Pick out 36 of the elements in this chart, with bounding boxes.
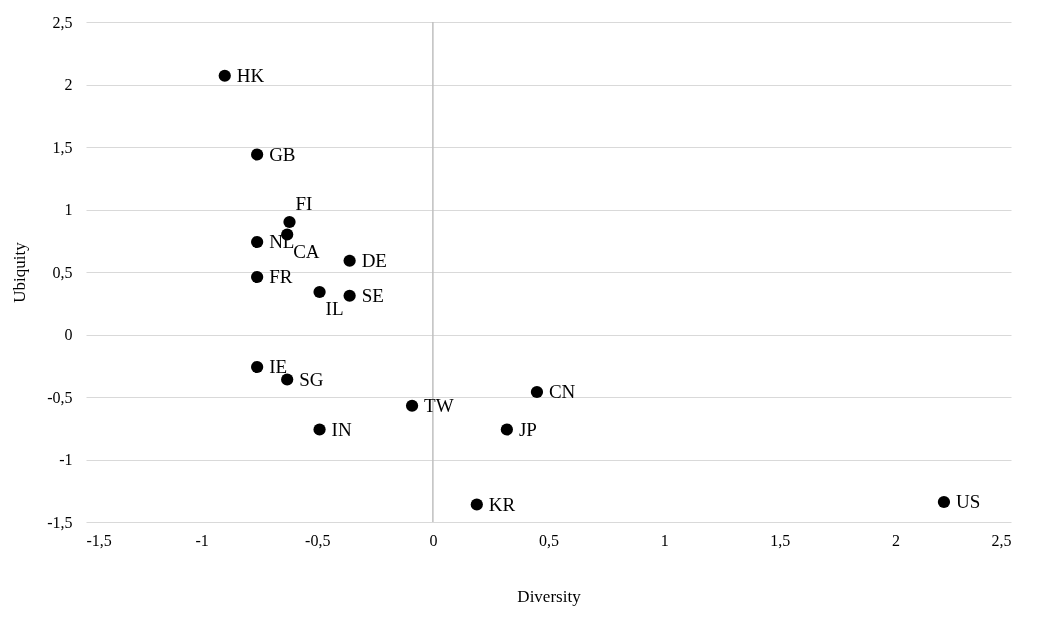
y-tick-label: 1,5: [52, 138, 73, 156]
annotation: IE: [269, 356, 288, 377]
annotation: GB: [269, 143, 296, 165]
x-tick-label: 2: [891, 531, 900, 549]
y-tick-label: 0: [64, 326, 73, 343]
x-tick-label: -1: [195, 531, 209, 549]
annotation: TW: [424, 394, 454, 416]
x-tick-label: 0,5: [539, 531, 559, 549]
y-tick-label: 2: [64, 76, 73, 93]
x-axis-title: Diversity: [517, 586, 582, 606]
x-tick-label: -1,5: [86, 531, 112, 549]
annotation: DE: [361, 249, 387, 271]
annotation: CA: [293, 240, 320, 262]
annotation: US: [955, 491, 981, 512]
annotation: SG: [299, 368, 324, 390]
y-axis-title: Ubiquity: [10, 241, 30, 303]
y-tick-label: -1,5: [47, 513, 73, 531]
annotation: SE: [361, 284, 384, 306]
y-tick-label: 2,5: [52, 13, 73, 31]
x-tick-label: 1: [660, 531, 669, 549]
x-tick-label: 0: [429, 531, 438, 549]
x-tick-label: -0,5: [305, 531, 331, 549]
y-tick-label: -0,5: [47, 388, 73, 406]
y-tick-label: 1: [64, 201, 73, 218]
annotation: IL: [325, 298, 344, 319]
annotation: HK: [236, 64, 265, 86]
annotation: FI: [295, 193, 313, 214]
x-tick-label: 1,5: [770, 531, 791, 549]
annotation: FR: [269, 266, 293, 287]
y-tick-label: 0,5: [52, 263, 73, 281]
annotation: IN: [331, 418, 352, 440]
x-tick-label: 2,5: [991, 531, 1012, 549]
annotation: KR: [488, 493, 516, 515]
annotation: CN: [548, 381, 576, 402]
annotation: JP: [518, 418, 537, 440]
y-tick-label: -1: [59, 451, 73, 468]
